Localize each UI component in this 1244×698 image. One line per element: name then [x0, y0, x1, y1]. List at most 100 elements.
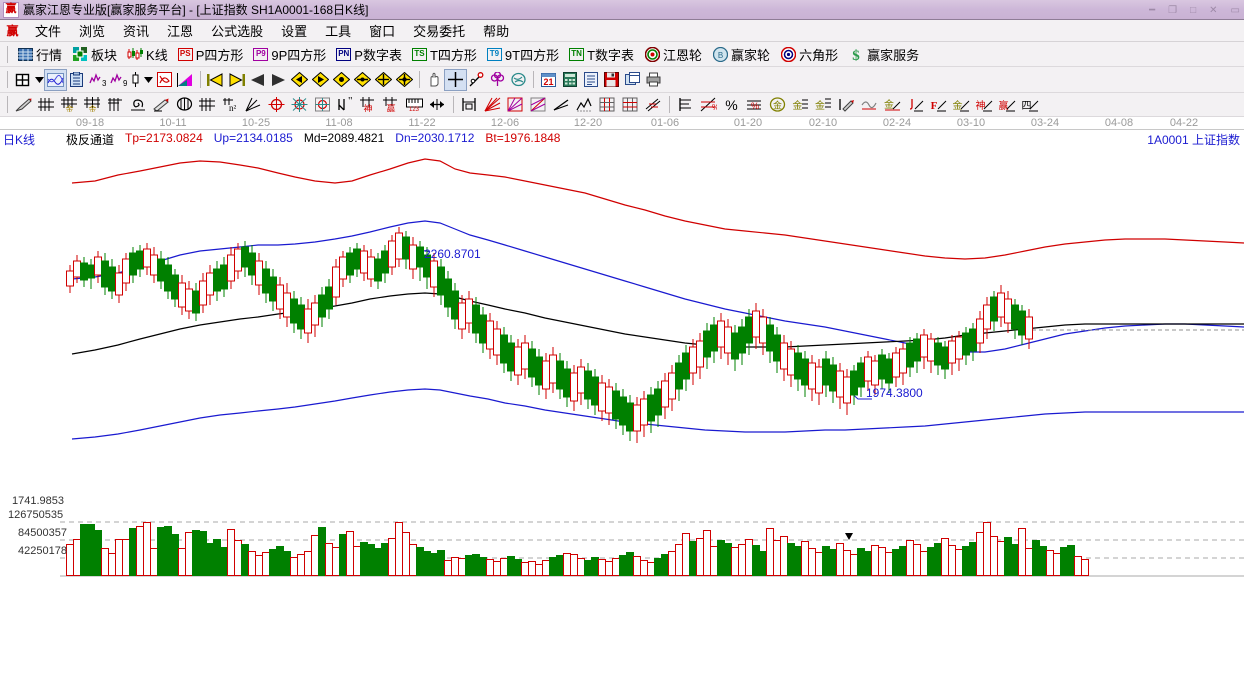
tb3-si-slope[interactable]: 四: [1019, 95, 1042, 114]
tb3-percent-line[interactable]: %: [743, 95, 766, 114]
tb3-f-slope[interactable]: F: [927, 95, 950, 114]
menu-app-icon[interactable]: 赢: [6, 24, 19, 38]
menu-help[interactable]: 帮助: [483, 24, 510, 39]
tb3-pen[interactable]: [12, 95, 35, 114]
minimize-icon[interactable]: ━: [1149, 4, 1156, 16]
tb2-last[interactable]: [226, 70, 247, 90]
tb3-wave-red[interactable]: [858, 95, 881, 114]
tb3-fan-grid[interactable]: [104, 95, 127, 114]
tb3-ying[interactable]: 赢: [380, 95, 403, 114]
tb2-period[interactable]: [12, 70, 33, 90]
window-controls[interactable]: ━ ❐ □ ✕ ▭: [1149, 0, 1240, 20]
toolbar-kline[interactable]: K线: [122, 42, 173, 66]
tb2-diamond-plus[interactable]: [373, 70, 394, 90]
toolbar-p-square[interactable]: PS P四方形: [173, 42, 249, 66]
tb2-diamond-left[interactable]: [289, 70, 310, 90]
tb3-quote-mark[interactable]: ": [334, 95, 357, 114]
tb3-peak[interactable]: [573, 95, 596, 114]
tb3-bracket[interactable]: [458, 95, 481, 114]
tb2-angle[interactable]: [466, 70, 487, 90]
menu-trade-order[interactable]: 交易委托: [413, 24, 466, 39]
toolbar-sectors[interactable]: 板块: [67, 42, 122, 66]
menu-browse[interactable]: 浏览: [79, 24, 106, 39]
tb2-diamond-dot[interactable]: [331, 70, 352, 90]
tb2-calculator[interactable]: [559, 70, 580, 90]
tb3-spiral[interactable]: [127, 95, 150, 114]
toolbar-p-number-table[interactable]: PN P数字表: [331, 42, 407, 66]
tb2-indicator-3[interactable]: 3: [87, 70, 108, 90]
tb2-diamond-cross[interactable]: [352, 70, 373, 90]
tb2-first[interactable]: [205, 70, 226, 90]
tb2-copy-window[interactable]: [622, 70, 643, 90]
tb2-prev[interactable]: [247, 70, 268, 90]
toolbar-winner-wheel[interactable]: B 赢家轮: [707, 42, 775, 66]
tb3-pen-red-2[interactable]: [835, 95, 858, 114]
tb3-gold-grid-2[interactable]: 金: [81, 95, 104, 114]
tb3-shen-slope[interactable]: 神: [973, 95, 996, 114]
tb3-ying-slope[interactable]: 赢: [996, 95, 1019, 114]
tb2-knot[interactable]: [154, 70, 175, 90]
menu-gann[interactable]: 江恩: [167, 24, 194, 39]
tb3-circle-grid[interactable]: [173, 95, 196, 114]
tb3-fan-lines[interactable]: [242, 95, 265, 114]
tb3-ruler[interactable]: 123: [403, 95, 426, 114]
menu-settings[interactable]: 设置: [281, 24, 308, 39]
toolbar-t-square[interactable]: TS T四方形: [407, 42, 482, 66]
tb3-gold-circle[interactable]: 金: [766, 95, 789, 114]
tb3-zigzag[interactable]: [642, 95, 665, 114]
tb2-crosshair[interactable]: [444, 68, 467, 91]
toolbar-gann-wheel[interactable]: 江恩轮: [639, 42, 707, 66]
tb2-diamond-star[interactable]: [394, 70, 415, 90]
tb3-fan-red[interactable]: [481, 95, 504, 114]
tb3-box-fan[interactable]: [504, 95, 527, 114]
tb3-target-box[interactable]: [311, 95, 334, 114]
toolbar-9t-square[interactable]: T9 9T四方形: [482, 42, 564, 66]
tb2-hand[interactable]: [424, 70, 445, 90]
chart-area[interactable]: 09-18 10-11 10-25 11-08 11-22 12-06 12-2…: [0, 117, 1244, 698]
tb3-gold-slope-2[interactable]: 金: [950, 95, 973, 114]
tb2-period-dropdown[interactable]: [33, 70, 45, 90]
toolbar-9p-square[interactable]: P9 9P四方形: [248, 42, 331, 66]
tb3-hash[interactable]: [196, 95, 219, 114]
menu-file[interactable]: 文件: [35, 24, 62, 39]
tb3-j-slope[interactable]: [904, 95, 927, 114]
tb3-slope[interactable]: [550, 95, 573, 114]
toolbar-quotes[interactable]: 行情: [12, 42, 67, 66]
tb3-gold-bar[interactable]: 金: [812, 95, 835, 114]
tb3-measure[interactable]: [426, 95, 449, 114]
tb3-pen-2[interactable]: [150, 95, 173, 114]
tb3-target[interactable]: [265, 95, 288, 114]
volume-panel[interactable]: 126750535 84500357 42250178: [0, 510, 1244, 578]
price-panel[interactable]: 1741.9853 2260.8701 1974.3800: [0, 147, 1244, 510]
tb3-gridlines[interactable]: [35, 95, 58, 114]
tb2-bar[interactable]: [129, 70, 142, 90]
help-icon[interactable]: ▭: [1230, 4, 1240, 16]
tb2-brain[interactable]: [508, 70, 529, 90]
tb2-clipboard[interactable]: [66, 70, 87, 90]
toolbar-hexagon[interactable]: 六角形: [775, 42, 843, 66]
tb3-grid-mesh-2[interactable]: [619, 95, 642, 114]
toolbar-winner-service[interactable]: $ 赢家服务: [843, 42, 924, 66]
tb3-shen[interactable]: 神: [357, 95, 380, 114]
tb3-percent-fan[interactable]: %: [697, 95, 720, 114]
tb3-gold-grid-1[interactable]: 金: [58, 95, 81, 114]
tb2-indicator-9[interactable]: 9: [108, 70, 129, 90]
tb2-diamond-right[interactable]: [310, 70, 331, 90]
tb2-save[interactable]: [601, 70, 622, 90]
maximize-icon[interactable]: □: [1190, 4, 1197, 16]
tb3-ladder[interactable]: [674, 95, 697, 114]
tb2-print[interactable]: [643, 70, 664, 90]
tb2-color-chart[interactable]: [175, 70, 196, 90]
tb3-gold-line[interactable]: 金: [789, 95, 812, 114]
tb3-diag-grid[interactable]: [527, 95, 550, 114]
tb3-n-squared[interactable]: n²: [219, 95, 242, 114]
tb3-percent[interactable]: %: [720, 95, 743, 114]
tb2-calendar[interactable]: 21: [538, 70, 559, 90]
menu-news[interactable]: 资讯: [123, 24, 150, 39]
tb3-grid-mesh[interactable]: [596, 95, 619, 114]
menu-window[interactable]: 窗口: [369, 24, 396, 39]
tb2-bar-dropdown[interactable]: [142, 70, 154, 90]
menu-formula-stock-pick[interactable]: 公式选股: [211, 24, 264, 39]
tb2-overlay[interactable]: [44, 68, 67, 91]
tb3-target-star[interactable]: [288, 95, 311, 114]
